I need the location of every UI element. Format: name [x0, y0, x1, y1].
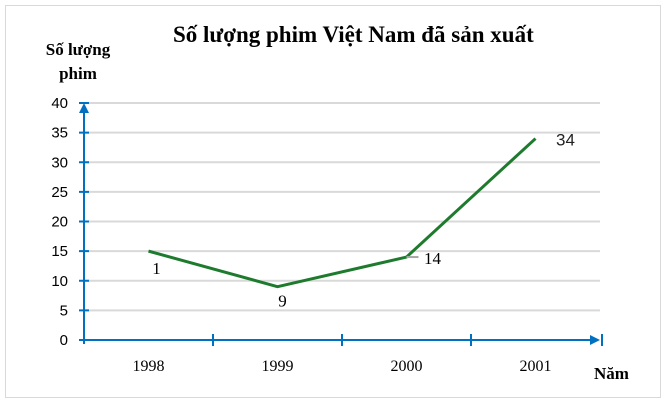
series-line — [148, 137, 537, 289]
y-tick-label: 30 — [51, 154, 68, 171]
y-axis-label-line2: phim — [59, 64, 97, 83]
x-axis-arrow-icon — [590, 335, 600, 345]
y-axis-arrow-icon — [79, 103, 89, 113]
y-axis-label: Số lượng phim — [40, 38, 116, 86]
y-tick-label: 10 — [51, 273, 68, 290]
data-label: 14 — [424, 249, 442, 268]
y-tick-label: 25 — [51, 184, 68, 201]
y-tick-label: 40 — [51, 95, 68, 112]
chart-frame — [5, 5, 661, 398]
y-tick-label: 35 — [51, 125, 68, 142]
y-tick-label: 0 — [60, 332, 68, 349]
y-tick-label: 5 — [60, 302, 68, 319]
x-axis-label: Năm — [594, 364, 629, 383]
data-label: 9 — [278, 292, 287, 311]
x-tick-label: 1998 — [133, 358, 165, 375]
y-tick-label: 20 — [51, 214, 68, 231]
data-label: 34 — [556, 131, 575, 150]
x-tick-label: 1999 — [262, 358, 294, 375]
x-tick-label: 2001 — [520, 358, 552, 375]
x-tick-label: 2000 — [391, 358, 423, 375]
data-label: 1 — [152, 259, 161, 278]
chart-title: Số lượng phim Việt Nam đã sản xuất — [173, 22, 534, 47]
y-tick-label: 15 — [51, 243, 68, 260]
y-axis-label-line1: Số lượng — [45, 40, 111, 59]
